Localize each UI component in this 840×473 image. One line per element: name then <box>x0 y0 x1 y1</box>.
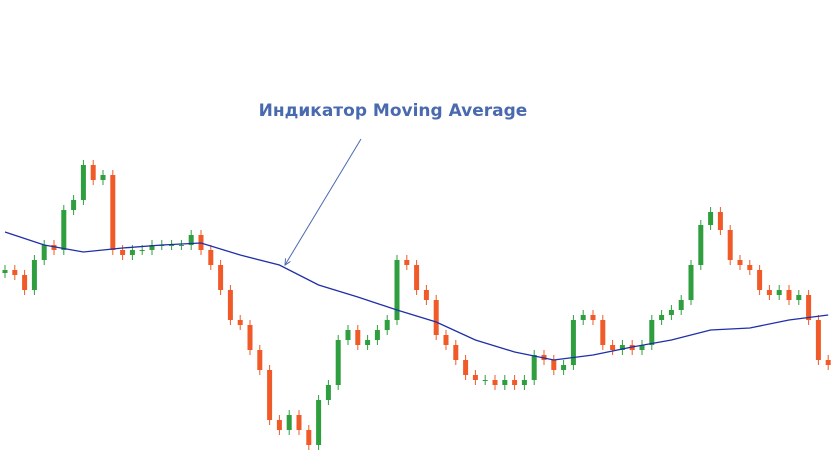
candle-body <box>178 245 184 246</box>
candle-body <box>218 265 224 290</box>
candle-body <box>717 212 723 230</box>
candle-body <box>668 310 674 315</box>
candle-body <box>757 270 763 290</box>
candle-body <box>237 320 243 325</box>
candle-body <box>365 340 371 345</box>
candle-body <box>384 320 390 330</box>
candle-body <box>394 260 400 320</box>
candle-body <box>806 295 812 320</box>
candle-body <box>580 315 586 320</box>
candle-body <box>433 300 439 335</box>
candle-body <box>61 210 67 250</box>
candle-body <box>570 320 576 365</box>
candle-body <box>316 400 322 445</box>
candle-body <box>492 380 498 385</box>
candle-body <box>825 360 831 365</box>
candle-body <box>531 355 537 380</box>
candle-body <box>139 250 145 251</box>
candle-body <box>472 375 478 380</box>
candle-body <box>796 295 802 300</box>
candle-body <box>639 345 645 350</box>
candle-body <box>482 380 488 381</box>
candle-body <box>325 385 331 400</box>
candle-body <box>306 430 312 445</box>
moving-average <box>4 231 829 361</box>
candle-body <box>345 330 351 340</box>
candle-body <box>561 365 567 370</box>
candle-body <box>169 245 175 246</box>
candle-body <box>619 345 625 350</box>
candle-body <box>590 315 596 320</box>
candle-body <box>276 420 282 430</box>
candle-body <box>286 415 292 430</box>
candle-body <box>257 350 263 370</box>
candle-body <box>600 320 606 345</box>
candle-body <box>41 245 47 260</box>
candle-body <box>12 270 18 275</box>
candle-body <box>649 320 655 345</box>
candle-body <box>521 380 527 385</box>
candle-body <box>737 260 743 265</box>
candle-body <box>659 315 665 320</box>
candle-body <box>208 250 214 265</box>
candle-body <box>129 250 135 255</box>
candle-body <box>443 335 449 345</box>
candle-body <box>688 265 694 300</box>
candle-body <box>678 300 684 310</box>
annotation: Индикатор Moving Average <box>259 101 528 121</box>
candle-body <box>355 330 361 345</box>
candle-body <box>2 270 8 273</box>
candle-body <box>227 290 233 320</box>
candle-body <box>188 235 194 245</box>
candle-body <box>80 165 86 200</box>
candle-body <box>815 320 821 360</box>
candle-body <box>247 325 253 350</box>
candle-body <box>22 275 28 290</box>
candle-body <box>149 245 155 250</box>
annotation-arrow <box>285 138 362 265</box>
candle-body <box>51 245 57 250</box>
candle-body <box>502 380 508 385</box>
candle-body <box>727 230 733 260</box>
candle-body <box>698 225 704 265</box>
candle-body <box>776 290 782 295</box>
candle-body <box>610 345 616 350</box>
candle-body <box>708 212 714 225</box>
candle-body <box>404 260 410 265</box>
candle-body <box>747 265 753 270</box>
candle-body <box>71 200 77 210</box>
candle-body <box>110 175 116 250</box>
candle-body <box>786 290 792 300</box>
candle-body <box>120 250 126 255</box>
candle-body <box>512 380 518 385</box>
candle-body <box>31 260 37 290</box>
candle-body <box>374 330 380 340</box>
candle-body <box>100 175 106 180</box>
candle-body <box>90 165 96 180</box>
candle-body <box>423 290 429 300</box>
candle-body <box>414 265 420 290</box>
candle-body <box>463 360 469 375</box>
candle-body <box>335 340 341 385</box>
candle-body <box>551 360 557 370</box>
candle-body <box>296 415 302 430</box>
candle-body <box>766 290 772 295</box>
candle-body <box>267 370 273 420</box>
candle-body <box>453 345 459 360</box>
